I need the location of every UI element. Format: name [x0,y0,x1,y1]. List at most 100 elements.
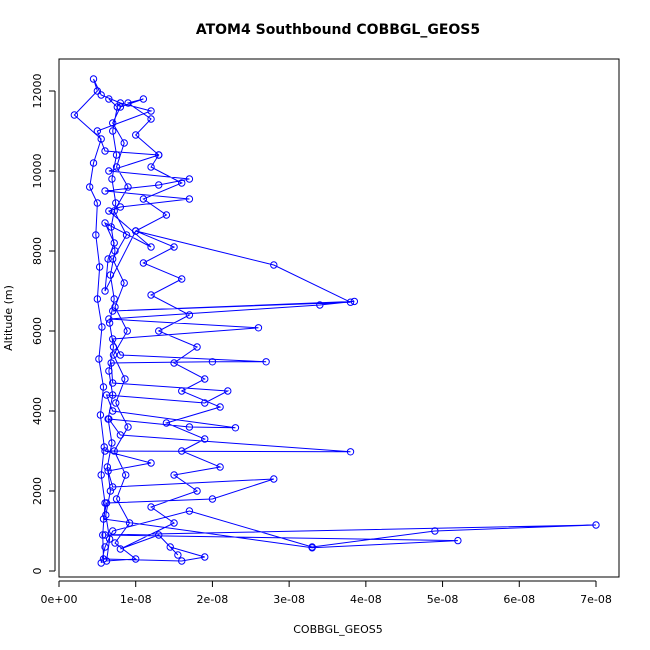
data-point [110,239,118,247]
data-point [105,315,113,323]
data-point [155,151,163,159]
data-point [105,319,114,327]
y-axis: 0 2000 4000 6000 8000 10000 12000 [31,74,56,575]
data-point [139,95,148,103]
data-point [112,495,121,503]
data-point [109,351,118,359]
data-point [101,219,109,227]
data-point [147,291,155,299]
data-point [147,115,155,123]
data-point [70,111,79,119]
data-point [104,255,112,263]
data-point [101,147,109,155]
data-point [132,227,140,235]
data-point [116,431,125,439]
y-tick-label: 8000 [31,237,44,265]
data-point [454,536,462,545]
data-point [95,355,103,363]
data-point [147,459,155,467]
data-point [124,99,132,107]
data-point [193,343,201,351]
data-point [98,323,106,331]
data-point [185,423,194,431]
data-point [104,415,112,423]
data-point [592,521,600,529]
data-point [110,447,118,455]
data-point [254,324,263,332]
data-point [162,211,171,219]
data-point [155,531,163,539]
data-point [107,223,115,231]
data-point [125,519,134,527]
data-point [96,411,105,419]
data-point [112,399,120,407]
data-point [170,519,178,527]
x-tick-label: 3e-08 [273,593,305,606]
data-point [116,351,125,359]
y-axis-label: Altitude (m) [2,285,15,351]
data-point [106,271,115,279]
data-point [132,131,140,139]
x-axis: 0e+00 1e-08 2e-08 3e-08 4e-08 5e-08 6e-08 7e-08 [41,580,612,606]
data-point [308,544,316,552]
x-tick-label: 1e-08 [120,593,152,606]
data-point [178,179,186,187]
data-point [101,499,109,507]
data-point [108,439,116,447]
data-point [109,391,117,399]
data-point [270,261,278,269]
data-point [120,139,128,147]
data-point [162,419,171,427]
data-point [193,487,201,495]
data-point [109,119,117,127]
data-point [110,207,118,215]
data-point [85,183,94,191]
data-point [112,151,121,159]
data-point [185,175,194,183]
data-point [111,303,119,311]
data-point [155,181,163,189]
data-point [113,103,122,111]
y-tick-label: 12000 [31,74,44,109]
data-point [109,343,118,351]
data-point [111,539,119,547]
data-point [132,555,140,563]
data-point [231,424,240,432]
data-point [93,87,102,95]
data-point [201,399,209,407]
data-point [121,375,129,383]
data-point [97,91,105,99]
y-tick-label: 10000 [31,154,44,189]
data-point [109,335,117,343]
data-point [101,447,109,455]
data-point [101,531,109,539]
data-point [178,387,186,395]
data-point [101,287,109,295]
data-point [139,195,148,203]
data-point [109,527,117,535]
data-point [112,163,121,171]
x-tick-label: 6e-08 [503,593,535,606]
data-point [108,175,116,183]
data-point [109,407,117,415]
data-point [116,545,125,553]
data-point [139,259,148,267]
data-point [105,167,113,175]
data-point [147,163,155,171]
data-point [350,297,359,306]
data-point [93,199,102,207]
x-tick-label: 5e-08 [427,593,459,606]
data-point [109,379,117,387]
data-point [185,311,194,319]
data-point [95,263,104,271]
data-point [110,295,118,303]
data-point [105,535,114,543]
data-point [120,279,128,287]
data-point [103,463,112,471]
plot-frame [58,58,620,578]
data-point [166,543,174,551]
y-tick-label: 6000 [31,317,44,345]
data-point [99,531,107,539]
data-point [201,553,209,561]
